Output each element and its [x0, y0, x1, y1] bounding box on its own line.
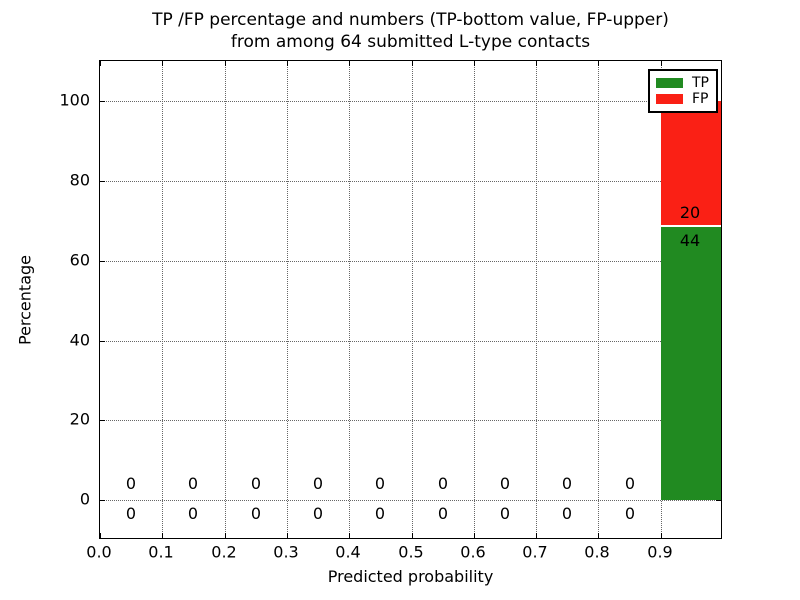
x-tick-mark-top: [162, 61, 163, 66]
x-tick-mark-top: [412, 61, 413, 66]
vertical-gridline: [225, 61, 226, 538]
y-tick-label: 60: [69, 250, 90, 270]
tp-zero-count-label: 0: [561, 504, 573, 523]
tp-zero-count-label: 0: [624, 504, 636, 523]
x-tick-mark-top: [598, 61, 599, 66]
legend-entry-fp: FP: [656, 92, 710, 106]
horizontal-gridline: [100, 101, 721, 102]
tp-zero-count-label: 0: [374, 504, 386, 523]
vertical-gridline: [162, 61, 163, 538]
x-tick-label: 0.7: [522, 542, 548, 562]
y-tick-mark-right: [716, 500, 721, 501]
x-tick-label: 0.5: [398, 542, 424, 562]
tp-bar-segment: [661, 225, 721, 500]
y-tick-mark-left: [100, 341, 105, 342]
x-tick-mark-top: [287, 61, 288, 66]
y-tick-mark-left: [100, 500, 105, 501]
y-tick-mark-left: [100, 101, 105, 102]
x-tick-mark-bottom: [474, 533, 475, 538]
fp-zero-count-label: 0: [250, 474, 262, 493]
x-tick-mark-top: [225, 61, 226, 66]
legend-label-tp: TP: [692, 74, 709, 91]
chart-title: TP /FP percentage and numbers (TP-bottom…: [99, 9, 722, 53]
fp-zero-count-label: 0: [561, 474, 573, 493]
y-tick-mark-left: [100, 261, 105, 262]
vertical-gridline: [474, 61, 475, 538]
x-tick-label: 0.3: [273, 542, 299, 562]
x-tick-label: 0.1: [148, 542, 174, 562]
x-tick-mark-bottom: [536, 533, 537, 538]
tp-count-label: 44: [679, 231, 701, 250]
horizontal-gridline: [100, 261, 721, 262]
x-tick-mark-top: [536, 61, 537, 66]
y-tick-mark-left: [100, 420, 105, 421]
fp-zero-count-label: 0: [624, 474, 636, 493]
tp-zero-count-label: 0: [250, 504, 262, 523]
x-tick-mark-bottom: [661, 533, 662, 538]
fp-swatch-icon: [656, 94, 683, 105]
x-tick-label: 0.8: [584, 542, 610, 562]
fp-bar-segment: [661, 101, 721, 225]
tp-zero-count-label: 0: [312, 504, 324, 523]
horizontal-gridline: [100, 181, 721, 182]
y-tick-label: 0: [79, 489, 90, 509]
x-tick-mark-bottom: [225, 533, 226, 538]
fp-zero-count-label: 0: [374, 474, 386, 493]
tp-zero-count-label: 0: [187, 504, 199, 523]
x-tick-mark-top: [100, 61, 101, 66]
tp-swatch-icon: [656, 77, 683, 88]
x-tick-mark-bottom: [598, 533, 599, 538]
vertical-gridline: [412, 61, 413, 538]
x-tick-label: 0.4: [335, 542, 361, 562]
chart-title-line2: from among 64 submitted L-type contacts: [230, 32, 591, 52]
x-tick-label: 0.2: [211, 542, 237, 562]
legend-label-fp: FP: [692, 91, 709, 108]
vertical-gridline: [536, 61, 537, 538]
x-tick-mark-bottom: [162, 533, 163, 538]
x-axis-label: Predicted probability: [327, 567, 494, 586]
horizontal-gridline: [100, 341, 721, 342]
y-tick-mark-left: [100, 181, 105, 182]
vertical-gridline: [349, 61, 350, 538]
x-tick-mark-top: [474, 61, 475, 66]
legend: TP FP: [648, 69, 718, 113]
vertical-gridline: [287, 61, 288, 538]
x-tick-label: 0.9: [647, 542, 673, 562]
x-tick-mark-bottom: [412, 533, 413, 538]
fp-zero-count-label: 0: [437, 474, 449, 493]
chart-title-line1: TP /FP percentage and numbers (TP-bottom…: [152, 10, 669, 30]
y-tick-label: 40: [69, 330, 90, 350]
tp-zero-count-label: 0: [125, 504, 137, 523]
fp-zero-count-label: 0: [187, 474, 199, 493]
x-tick-label: 0.6: [460, 542, 486, 562]
x-tick-mark-top: [661, 61, 662, 66]
x-tick-label: 0.0: [86, 542, 112, 562]
horizontal-gridline: [100, 420, 721, 421]
x-tick-mark-top: [349, 61, 350, 66]
fp-zero-count-label: 0: [312, 474, 324, 493]
x-tick-mark-bottom: [349, 533, 350, 538]
fp-zero-count-label: 0: [125, 474, 137, 493]
x-tick-mark-bottom: [100, 533, 101, 538]
tp-zero-count-label: 0: [499, 504, 511, 523]
y-tick-label: 100: [59, 90, 90, 110]
x-tick-mark-bottom: [287, 533, 288, 538]
legend-entry-tp: TP: [656, 76, 710, 90]
fp-count-label: 20: [679, 203, 701, 222]
y-axis-label: Percentage: [15, 254, 35, 346]
tp-zero-count-label: 0: [437, 504, 449, 523]
y-tick-label: 80: [69, 170, 90, 190]
vertical-gridline: [598, 61, 599, 538]
plot-area: 20 44 TP FP 0 0 0 0 0 0 0 0 0 0 0 0 0 0 0 0 0 0: [99, 60, 722, 539]
horizontal-gridline: [100, 500, 721, 501]
y-tick-label: 20: [69, 409, 90, 429]
fp-zero-count-label: 0: [499, 474, 511, 493]
